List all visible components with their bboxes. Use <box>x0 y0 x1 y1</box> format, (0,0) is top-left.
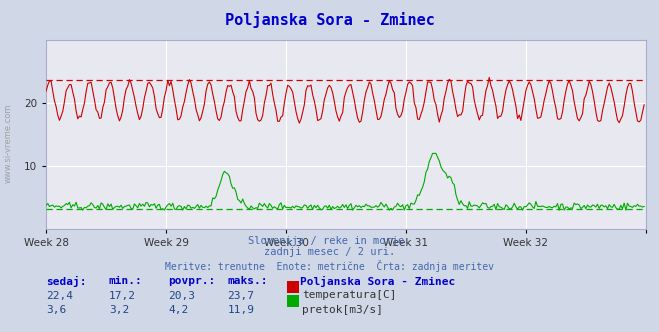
Text: 22,4: 22,4 <box>46 290 73 300</box>
Text: pretok[m3/s]: pretok[m3/s] <box>302 305 383 315</box>
Text: www.si-vreme.com: www.si-vreme.com <box>3 103 13 183</box>
Text: maks.:: maks.: <box>227 276 268 286</box>
Text: 20,3: 20,3 <box>168 290 195 300</box>
Text: Poljanska Sora - Zminec: Poljanska Sora - Zminec <box>225 12 434 29</box>
Text: Slovenija / reke in morje.: Slovenija / reke in morje. <box>248 236 411 246</box>
Text: 23,7: 23,7 <box>227 290 254 300</box>
Text: 3,2: 3,2 <box>109 305 129 315</box>
Text: 3,6: 3,6 <box>46 305 67 315</box>
Text: 17,2: 17,2 <box>109 290 136 300</box>
Text: min.:: min.: <box>109 276 142 286</box>
Text: 4,2: 4,2 <box>168 305 188 315</box>
Text: temperatura[C]: temperatura[C] <box>302 290 396 300</box>
Text: Meritve: trenutne  Enote: metrične  Črta: zadnja meritev: Meritve: trenutne Enote: metrične Črta: … <box>165 260 494 272</box>
Text: zadnji mesec / 2 uri.: zadnji mesec / 2 uri. <box>264 247 395 257</box>
Text: 11,9: 11,9 <box>227 305 254 315</box>
Text: sedaj:: sedaj: <box>46 276 86 287</box>
Text: Poljanska Sora - Zminec: Poljanska Sora - Zminec <box>300 276 455 287</box>
Text: povpr.:: povpr.: <box>168 276 215 286</box>
